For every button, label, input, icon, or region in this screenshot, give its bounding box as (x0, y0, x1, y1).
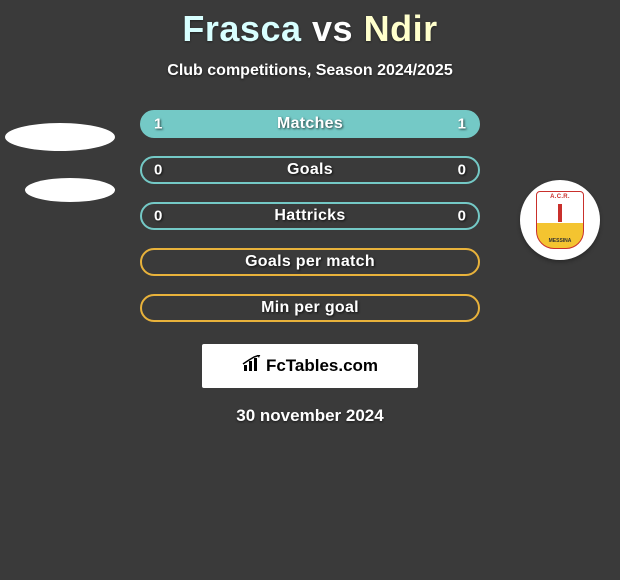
stat-bar: 0 Hattricks 0 (140, 202, 480, 230)
stat-bar: Goals per match (140, 248, 480, 276)
player1-silhouette-2 (25, 178, 115, 202)
stat-value-left: 0 (154, 162, 162, 179)
stat-value-right: 0 (458, 208, 466, 225)
player1-name: Frasca (182, 8, 301, 49)
stat-value-right: 0 (458, 162, 466, 179)
branding-text: FcTables.com (266, 356, 378, 376)
stat-label: Hattricks (274, 207, 345, 225)
stat-label: Matches (277, 115, 343, 133)
chart-icon (242, 355, 264, 378)
stat-label: Goals per match (245, 253, 375, 271)
stat-label: Goals (287, 161, 333, 179)
date: 30 november 2024 (0, 406, 620, 426)
comparison-title: Frasca vs Ndir (0, 0, 620, 50)
stat-value-left: 1 (154, 116, 162, 133)
player2-name: Ndir (364, 8, 438, 49)
subtitle: Club competitions, Season 2024/2025 (0, 62, 620, 80)
branding-box: FcTables.com (202, 344, 418, 388)
badge-top-text: A.C.R. (537, 194, 583, 200)
badge-bottom-text: MESSINA (537, 238, 583, 244)
stat-bar: 0 Goals 0 (140, 156, 480, 184)
badge-stripe (558, 204, 562, 222)
stat-value-right: 1 (458, 116, 466, 133)
stat-label: Min per goal (261, 299, 359, 317)
vs-text: vs (312, 8, 353, 49)
stat-bar: 1 Matches 1 (140, 110, 480, 138)
badge-shield: A.C.R. MESSINA (536, 191, 584, 249)
stat-value-left: 0 (154, 208, 162, 225)
stat-bar: Min per goal (140, 294, 480, 322)
club-badge: A.C.R. MESSINA (520, 180, 600, 260)
player1-silhouette-1 (5, 123, 115, 151)
